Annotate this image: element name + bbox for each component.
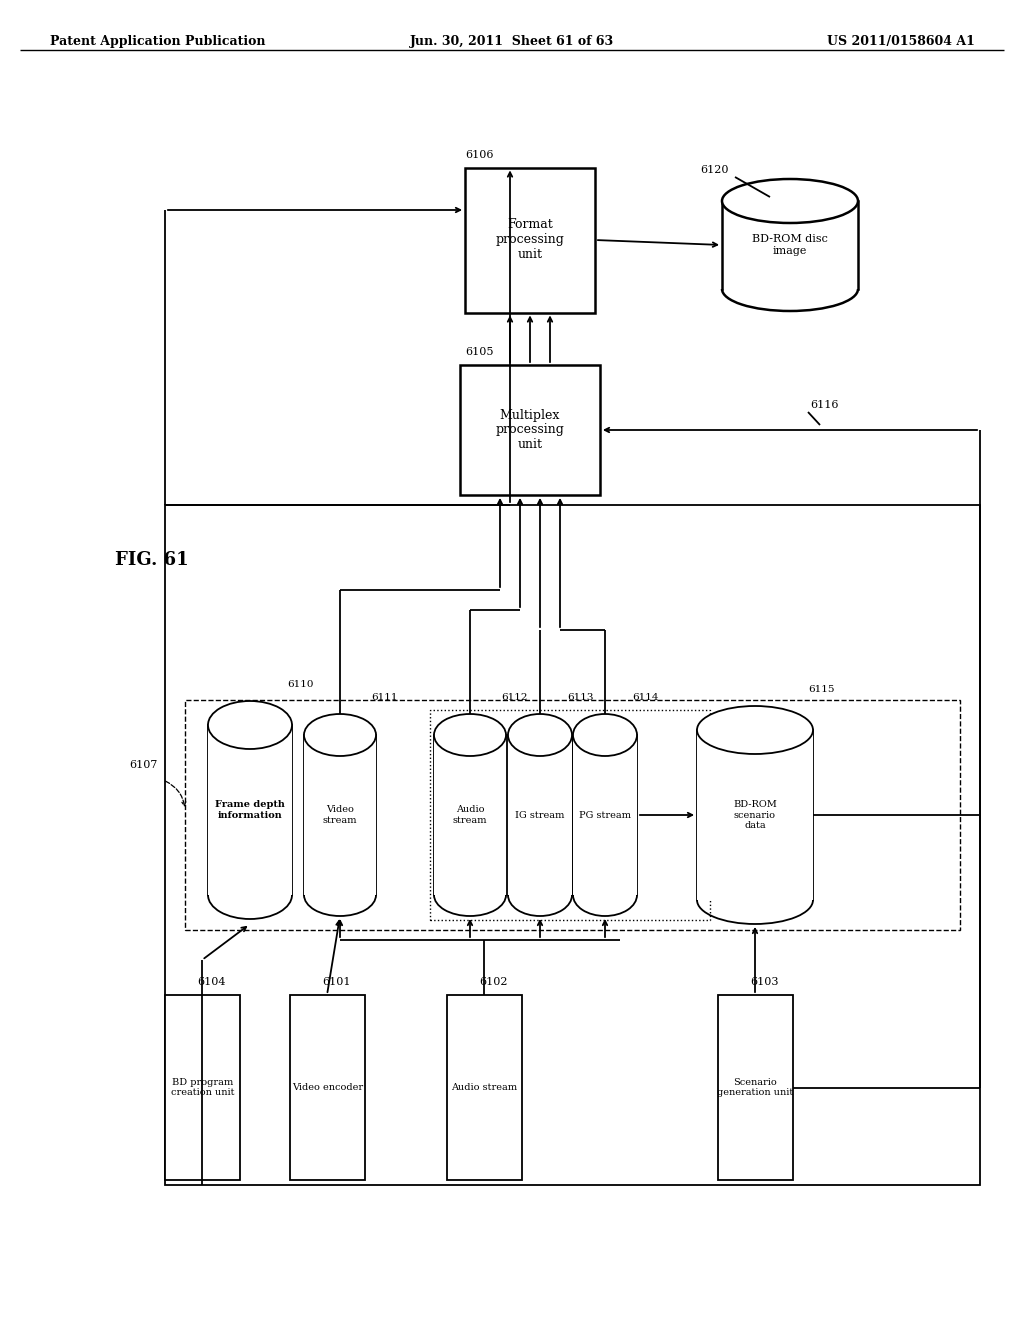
Text: Patent Application Publication: Patent Application Publication xyxy=(50,36,265,48)
Text: 6107: 6107 xyxy=(130,760,158,770)
Ellipse shape xyxy=(697,706,813,754)
Bar xyxy=(718,995,793,1180)
Text: BD program
creation unit: BD program creation unit xyxy=(171,1078,234,1097)
Bar xyxy=(460,366,600,495)
Bar xyxy=(185,700,961,931)
Text: Scenario
generation unit: Scenario generation unit xyxy=(718,1078,794,1097)
Text: 6104: 6104 xyxy=(198,977,226,987)
Bar xyxy=(304,735,376,895)
Bar xyxy=(722,201,858,289)
Text: 6111: 6111 xyxy=(371,693,397,702)
Text: BD-ROM disc
image: BD-ROM disc image xyxy=(752,234,828,256)
Text: Audio stream: Audio stream xyxy=(452,1082,517,1092)
Text: BD-ROM
scenario
data: BD-ROM scenario data xyxy=(733,800,777,830)
Text: Format
processing
unit: Format processing unit xyxy=(496,219,564,261)
Bar xyxy=(465,168,595,313)
Text: 6101: 6101 xyxy=(323,977,351,987)
Text: 6114: 6114 xyxy=(632,693,658,702)
Ellipse shape xyxy=(304,714,376,756)
Ellipse shape xyxy=(208,701,292,748)
Ellipse shape xyxy=(573,714,637,756)
Ellipse shape xyxy=(508,714,572,756)
Text: 6116: 6116 xyxy=(810,400,839,411)
Text: IG stream: IG stream xyxy=(515,810,564,820)
Text: 6106: 6106 xyxy=(465,149,494,160)
Text: Video encoder: Video encoder xyxy=(292,1082,364,1092)
Bar xyxy=(508,735,572,895)
Text: Jun. 30, 2011  Sheet 61 of 63: Jun. 30, 2011 Sheet 61 of 63 xyxy=(410,36,614,48)
Text: 6120: 6120 xyxy=(700,165,728,176)
Bar xyxy=(573,735,637,895)
Bar xyxy=(165,506,980,1185)
Text: Video
stream: Video stream xyxy=(323,805,357,825)
Text: PG stream: PG stream xyxy=(579,810,631,820)
Text: Frame depth
information: Frame depth information xyxy=(215,800,285,820)
Text: 6113: 6113 xyxy=(567,693,594,702)
Bar xyxy=(430,710,710,920)
Text: Audio
stream: Audio stream xyxy=(453,805,487,825)
Text: 6110: 6110 xyxy=(287,680,313,689)
Text: 6112: 6112 xyxy=(501,693,527,702)
Ellipse shape xyxy=(434,714,506,756)
Text: 6103: 6103 xyxy=(751,977,779,987)
Text: 6105: 6105 xyxy=(465,347,494,356)
Bar xyxy=(447,995,522,1180)
Bar xyxy=(434,735,506,895)
Bar xyxy=(165,995,240,1180)
Text: 6102: 6102 xyxy=(479,977,508,987)
Ellipse shape xyxy=(722,180,858,223)
Text: US 2011/0158604 A1: US 2011/0158604 A1 xyxy=(827,36,975,48)
Text: Multiplex
processing
unit: Multiplex processing unit xyxy=(496,408,564,451)
Bar xyxy=(697,730,813,900)
Bar xyxy=(208,725,292,895)
Text: 6115: 6115 xyxy=(808,685,835,694)
Text: FIG. 61: FIG. 61 xyxy=(115,550,188,569)
Bar xyxy=(290,995,365,1180)
